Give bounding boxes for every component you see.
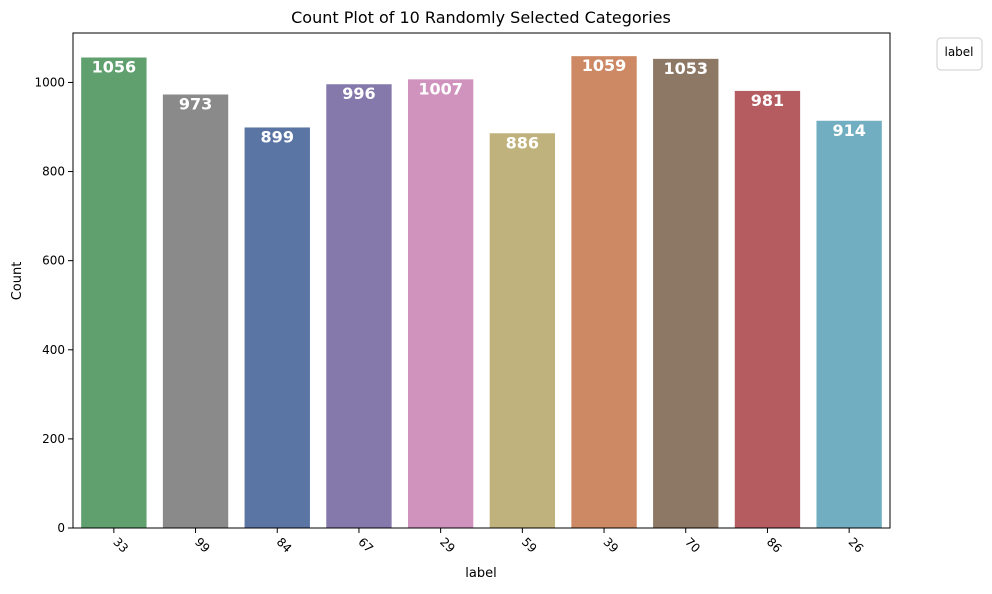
y-tick-label-600: 600	[42, 254, 65, 268]
bar-86	[734, 90, 801, 529]
x-axis-ticks: 33 99 84 67 29 59 39 70 86 26	[110, 528, 866, 556]
bar-67	[326, 84, 392, 529]
x-tick-label-33: 33	[110, 535, 131, 556]
x-tick-label-29: 29	[437, 535, 458, 556]
chart-title: Count Plot of 10 Randomly Selected Categ…	[291, 8, 671, 27]
x-tick-label-26: 26	[846, 535, 867, 556]
legend-box	[936, 37, 983, 71]
bar-value-label-70: 1053	[663, 59, 708, 78]
bar-value-label-39: 1059	[582, 56, 627, 75]
bar-99	[162, 94, 229, 529]
plot-frame	[72, 32, 891, 529]
y-axis-label: Count	[10, 262, 25, 301]
x-tick-label-67: 67	[355, 535, 376, 556]
bar-value-label-86: 981	[751, 91, 784, 110]
bar-26	[816, 120, 882, 529]
legend-title: label	[944, 45, 973, 59]
bar-33	[81, 57, 147, 528]
bar-70	[653, 58, 719, 529]
bar-value-label-29: 1007	[418, 79, 463, 98]
bar-value-label-99: 973	[179, 94, 212, 113]
legend: label	[936, 37, 983, 71]
bars-group	[81, 56, 882, 529]
value-labels-group: 1056 973 899 996 1007 886 1059 1053 981 914	[92, 56, 866, 152]
y-tick-label-0: 0	[57, 521, 65, 535]
x-axis-label: label	[465, 566, 496, 581]
x-tick-label-70: 70	[682, 535, 703, 556]
y-tick-label-800: 800	[42, 165, 65, 179]
x-tick-label-39: 39	[601, 535, 622, 556]
x-tick-label-86: 86	[764, 535, 785, 556]
x-tick-label-59: 59	[519, 535, 540, 556]
bar-39	[571, 56, 637, 529]
bar-84	[244, 127, 310, 529]
x-tick-label-99: 99	[192, 535, 213, 556]
y-axis-label-group: Count	[10, 262, 25, 301]
y-tick-label-200: 200	[42, 432, 65, 446]
bar-59	[489, 133, 556, 528]
bar-29	[407, 79, 474, 528]
y-tick-label-1000: 1000	[34, 75, 65, 89]
y-axis-ticks: 0 200 400 600 800 1000	[34, 75, 73, 535]
bar-value-label-33: 1056	[92, 58, 137, 77]
bar-value-label-59: 886	[506, 133, 539, 152]
bar-value-label-84: 899	[261, 127, 294, 146]
bar-value-label-26: 914	[832, 121, 865, 140]
bar-value-label-67: 996	[342, 84, 375, 103]
y-tick-label-400: 400	[42, 343, 65, 357]
x-tick-label-84: 84	[274, 535, 295, 556]
